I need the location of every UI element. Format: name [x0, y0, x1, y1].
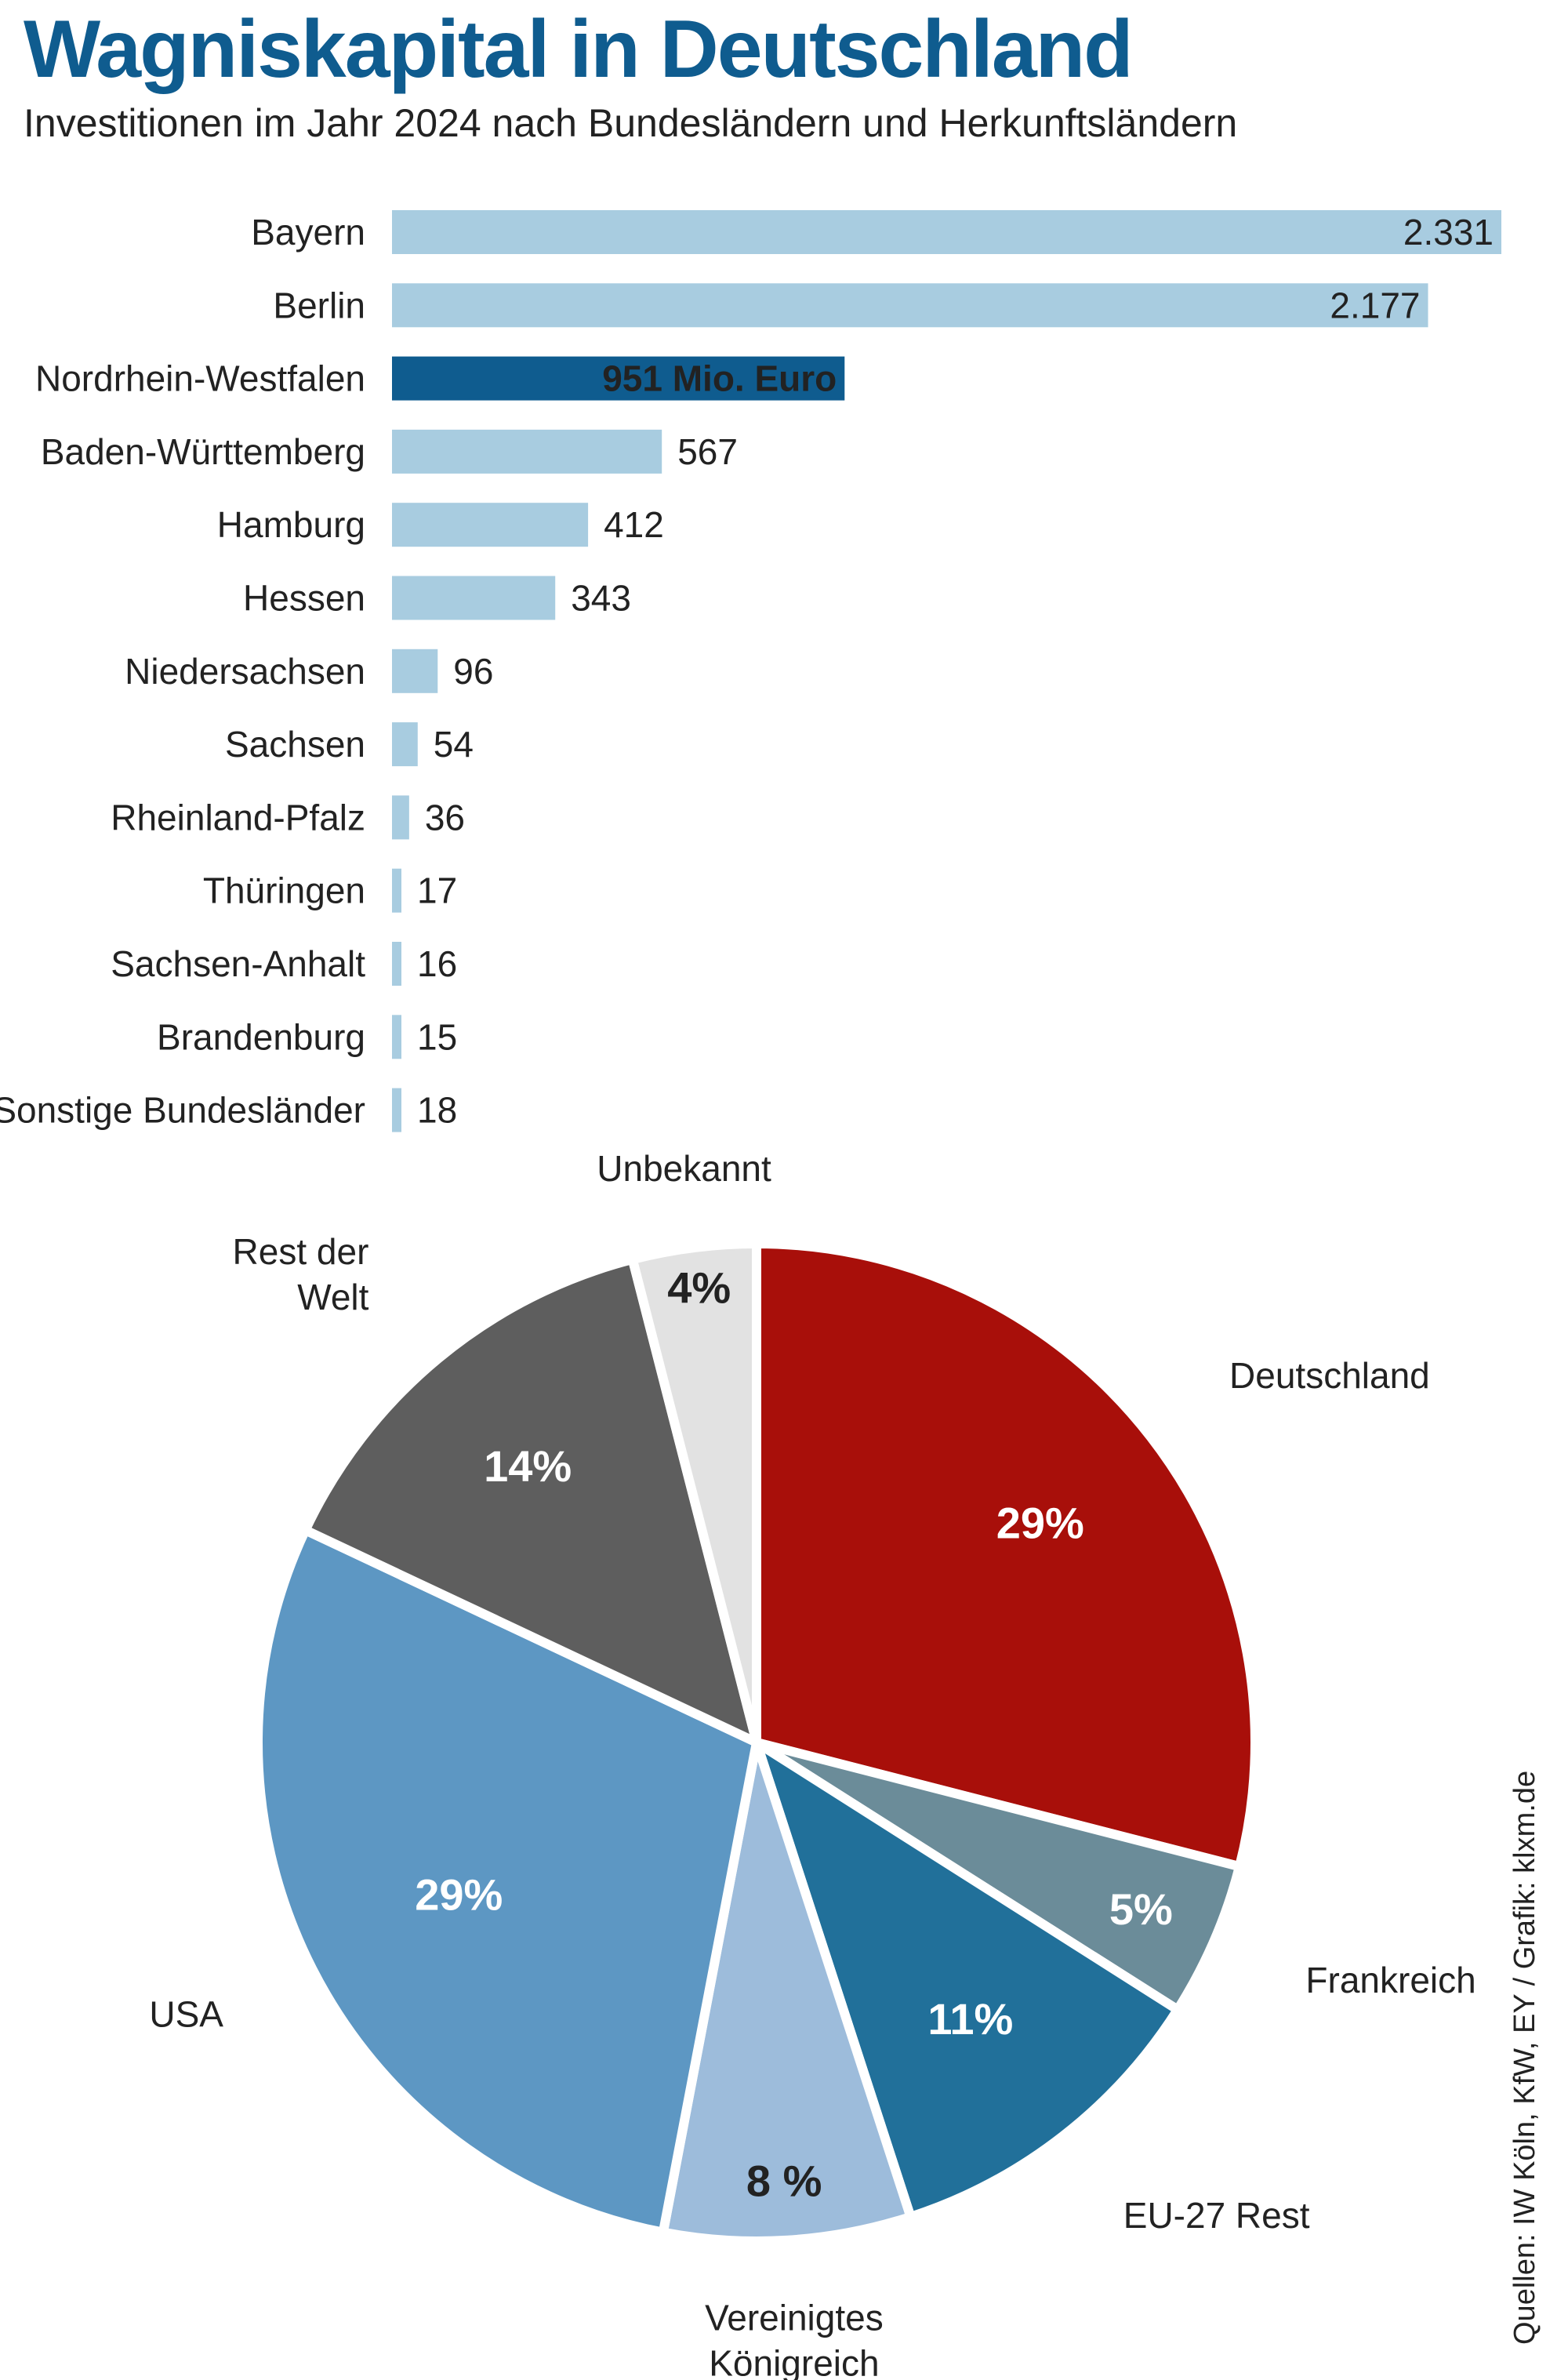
pie-slice-rest-der-welt: [300, 1255, 761, 1747]
bar-value-brandenburg: 15: [417, 1016, 457, 1057]
source-note: Quellen: IW Köln, KfW, EY / Grafik: klxm…: [1508, 1770, 1541, 2345]
pie-value-vereinigtes-koenigreich: 8 %: [746, 2157, 822, 2206]
bar-nordrhein-westfalen: [392, 356, 845, 401]
pie-value-rest-der-welt: 14%: [484, 1441, 572, 1491]
bar-berlin: [392, 283, 1428, 328]
bar-value-hessen: 343: [571, 578, 631, 619]
chart-subtitle: Investitionen im Jahr 2024 nach Bundeslä…: [24, 101, 1238, 145]
bar-label-bayern: Bayern: [251, 212, 365, 253]
pie-slice-usa: [253, 1525, 761, 2237]
pie-value-eu-27-rest: 11%: [927, 1994, 1013, 2044]
bar-hamburg: [392, 503, 589, 547]
bar-bayern: [392, 210, 1501, 254]
pie-label-frankreich: Frankreich: [1305, 1960, 1475, 2000]
bar-label-baden-wuerttemberg: Baden-Württemberg: [41, 431, 365, 472]
bar-sonstige-bundeslaender: [392, 1088, 401, 1132]
bar-label-thueringen: Thüringen: [203, 870, 365, 911]
bar-label-sonstige-bundeslaender: Sonstige Bundesländer: [0, 1090, 365, 1131]
bar-value-berlin: 2.177: [1330, 285, 1420, 325]
bar-label-hessen: Hessen: [243, 578, 365, 619]
bar-niedersachsen: [392, 649, 438, 693]
bar-hessen: [392, 576, 556, 620]
bar-chart: Bayern 2.331 Berlin 2.177 Nordrhein-Westfale…: [0, 210, 1501, 1132]
bar-label-niedersachsen: Niedersachsen: [125, 651, 365, 692]
bar-label-berlin: Berlin: [273, 285, 365, 325]
pie-label-rest-der-welt: Rest der Welt: [233, 1231, 369, 1317]
pie-label-deutschland: Deutschland: [1229, 1355, 1430, 1396]
bar-baden-wuerttemberg: [392, 429, 662, 474]
pie-label-usa: USA: [149, 1993, 223, 2034]
pie-value-deutschland: 29%: [996, 1498, 1084, 1547]
bar-value-bayern: 2.331: [1403, 212, 1494, 253]
bar-brandenburg: [392, 1015, 401, 1059]
bar-value-niedersachsen: 96: [453, 651, 493, 692]
pie-value-frankreich: 5%: [1109, 1884, 1173, 1934]
bar-value-hamburg: 412: [604, 504, 664, 545]
chart-title: Wagniskapital in Deutschland: [24, 4, 1134, 95]
bar-label-sachsen: Sachsen: [225, 724, 365, 765]
bar-label-brandenburg: Brandenburg: [157, 1016, 365, 1057]
pie-value-unbekannt: 4%: [667, 1263, 731, 1312]
pie-label-eu-27-rest: EU-27 Rest: [1123, 2195, 1310, 2236]
bar-label-rheinland-pfalz: Rheinland-Pfalz: [111, 797, 365, 838]
bar-label-sachsen-anhalt: Sachsen-Anhalt: [111, 943, 365, 984]
bar-label-nordrhein-westfalen: Nordrhein-Westfalen: [35, 358, 365, 399]
bar-sachsen-anhalt: [392, 942, 401, 986]
pie-slice-frankreich: [752, 1738, 1244, 2015]
bar-value-thueringen: 17: [417, 870, 457, 911]
pie-slice-vereinigtes-koenigreich: [658, 1738, 916, 2246]
bar-value-baden-wuerttemberg: 567: [677, 431, 738, 472]
pie-slice-eu-27-rest: [752, 1738, 1182, 2222]
bar-value-sachsen: 54: [434, 724, 474, 765]
bar-value-sachsen-anhalt: 16: [417, 943, 457, 984]
bar-value-sonstige-bundeslaender: 18: [417, 1090, 457, 1131]
bar-thueringen: [392, 868, 401, 913]
bar-label-hamburg: Hamburg: [217, 504, 365, 545]
pie-slice-unbekannt: [627, 1239, 761, 1747]
bar-value-rheinland-pfalz: 36: [425, 797, 465, 838]
pie-label-vereinigtes-koenigreich: Vereinigtes Königreich: [705, 2298, 884, 2380]
bar-value-nordrhein-westfalen: 951 Mio. Euro: [602, 358, 837, 399]
bar-sachsen: [392, 722, 418, 767]
pie-value-usa: 29%: [415, 1869, 503, 1919]
pie-slice-deutschland: [752, 1239, 1260, 1872]
bar-rheinland-pfalz: [392, 795, 409, 840]
